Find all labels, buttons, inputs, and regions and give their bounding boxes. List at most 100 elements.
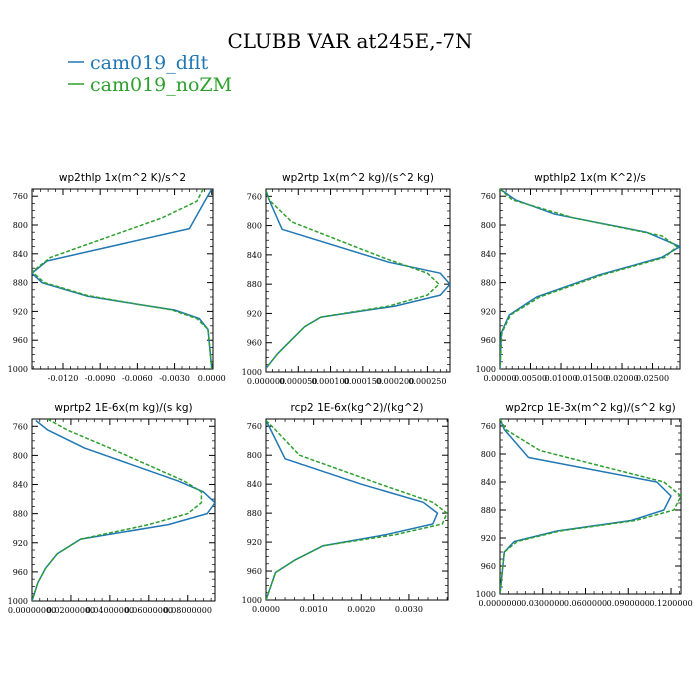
x-tick-label: -0.0120 (48, 374, 79, 383)
y-tick-label: 920 (13, 539, 28, 548)
x-tick-label: 0.00000 (483, 374, 516, 383)
y-tick-label: 760 (13, 422, 28, 431)
x-tick-label: -0.0090 (85, 374, 116, 383)
x-tick-label: 0.000000 (247, 377, 285, 386)
series-line-dflt (266, 420, 439, 600)
y-tick-label: 960 (13, 336, 28, 345)
y-tick-label: 800 (13, 221, 28, 230)
x-tick-label: 0.0010 (300, 605, 328, 614)
series-line-dflt (32, 189, 213, 369)
series-line-dflt (500, 189, 680, 369)
series-line-nozm (32, 189, 213, 369)
y-tick-label: 1000 (8, 365, 28, 374)
y-tick-label: 880 (481, 279, 496, 288)
x-tick-label: 0.0000 (252, 605, 280, 614)
x-tick-label: 0.02000000 (47, 606, 95, 615)
x-tick-label: 0.0020 (347, 605, 375, 614)
panel-wprtp2: wprtp2 1E-6x(m kg)/(s kg) 760 800 840 880 920… (8, 402, 216, 615)
y-tick-label: 1000 (476, 590, 496, 599)
x-tick-label: 0.000050 (279, 377, 317, 386)
x-tick-label: 0.04000000 (86, 606, 134, 615)
x-tick-label: 0.000150 (344, 377, 382, 386)
panel-wp2rcp: wp2rcp 1E-3x(m^2 kg)/(s^2 kg) 760 800 840 88… (476, 402, 693, 608)
x-tick-label: 0.02000 (605, 374, 638, 383)
y-tick-label: 840 (247, 251, 262, 260)
y-tick-label: 760 (247, 192, 262, 201)
panel-title: wp2thlp 1x(m^2 K)/s^2 (59, 172, 186, 184)
x-tick-label: 0.0600000 (564, 599, 607, 608)
y-tick-label: 880 (13, 279, 28, 288)
y-tick-label: 1000 (242, 368, 262, 377)
y-tick-label: 960 (481, 336, 496, 345)
y-tick-label: 800 (247, 451, 262, 460)
y-tick-label: 1000 (8, 597, 28, 606)
y-tick-label: 800 (247, 222, 262, 231)
series-line-nozm (500, 189, 678, 369)
panel-wpthlp2: wpthlp2 1x(m K^2)/s 760 800 840 880 920 960 100… (476, 172, 681, 383)
legend: cam019_dflt cam019_noZM (68, 52, 232, 96)
x-tick-label: 0.06000000 (125, 606, 173, 615)
y-tick-label: 880 (13, 510, 28, 519)
x-tick-label: 0.08000000 (164, 606, 212, 615)
series-line-nozm (500, 419, 681, 594)
y-tick-label: 760 (13, 192, 28, 201)
x-tick-label: 0.0030 (395, 605, 423, 614)
series-line-nozm (32, 419, 203, 601)
panel-rcp2: rcp2 1E-6x(kg^2)/(kg^2) 760 800 840 880 920 96… (242, 402, 449, 614)
y-tick-label: 920 (481, 307, 496, 316)
series-line-dflt (266, 190, 450, 369)
plot-frame (31, 188, 214, 370)
panel-title: wp2rtp 1x(m^2 kg)/(s^2 kg) (282, 172, 434, 184)
y-tick-label: 960 (481, 562, 496, 571)
y-tick-label: 840 (481, 478, 496, 487)
series-line-nozm (266, 419, 448, 600)
plot-frame (265, 188, 451, 373)
y-tick-label: 960 (13, 568, 28, 577)
y-tick-label: 760 (481, 422, 496, 431)
y-tick-label: 760 (481, 192, 496, 201)
x-tick-label: -0.0030 (159, 374, 190, 383)
plot-frame (265, 418, 449, 601)
y-tick-label: 880 (247, 509, 262, 518)
legend-item-dflt: cam019_dflt (68, 52, 209, 74)
plot-frame (31, 418, 216, 602)
legend-label-dflt: cam019_dflt (90, 52, 209, 74)
x-tick-label: 0.000250 (408, 377, 446, 386)
y-tick-label: 840 (247, 480, 262, 489)
x-tick-label: 0.0900000 (607, 599, 650, 608)
x-tick-label: 0.000100 (311, 377, 349, 386)
x-tick-label: 0.1200000 (649, 599, 692, 608)
x-tick-label: 0.01500 (575, 374, 608, 383)
y-tick-label: 800 (13, 451, 28, 460)
x-tick-label: 0.0000 (198, 374, 226, 383)
x-tick-label: 0.0300000 (521, 599, 564, 608)
y-tick-label: 1000 (242, 596, 262, 605)
x-tick-label: 0.00000000 (8, 606, 56, 615)
y-tick-label: 960 (247, 339, 262, 348)
y-tick-label: 880 (481, 506, 496, 515)
series-line-dflt (32, 419, 215, 601)
panel-wp2rtp: wp2rtp 1x(m^2 kg)/(s^2 kg) 760 800 840 880 92… (242, 172, 451, 386)
x-tick-label: 0.01000 (544, 374, 577, 383)
x-tick-label: 0.0000000 (478, 599, 521, 608)
y-tick-label: 1000 (476, 365, 496, 374)
x-tick-label: -0.0060 (122, 374, 153, 383)
y-tick-label: 840 (13, 481, 28, 490)
x-tick-label: 0.02500 (636, 374, 669, 383)
y-tick-label: 920 (247, 538, 262, 547)
x-tick-label: 0.00500 (514, 374, 547, 383)
panel-title: wprtp2 1E-6x(m kg)/(s kg) (54, 402, 192, 414)
y-tick-label: 800 (481, 450, 496, 459)
panel-wp2thlp: wp2thlp 1x(m^2 K)/s^2 760 800 840 880 920 960 1… (8, 172, 226, 383)
panel-title: rcp2 1E-6x(kg^2)/(kg^2) (291, 402, 424, 414)
plot-frame (499, 188, 681, 370)
plot-frame (499, 418, 682, 595)
y-tick-label: 880 (247, 280, 262, 289)
figure-title: CLUBB VAR at245E,-7N (227, 29, 472, 53)
y-tick-label: 800 (481, 221, 496, 230)
panel-title: wp2rcp 1E-3x(m^2 kg)/(s^2 kg) (505, 402, 676, 414)
series-line-dflt (500, 419, 672, 594)
y-tick-label: 760 (247, 422, 262, 431)
series-line-nozm (266, 190, 440, 369)
